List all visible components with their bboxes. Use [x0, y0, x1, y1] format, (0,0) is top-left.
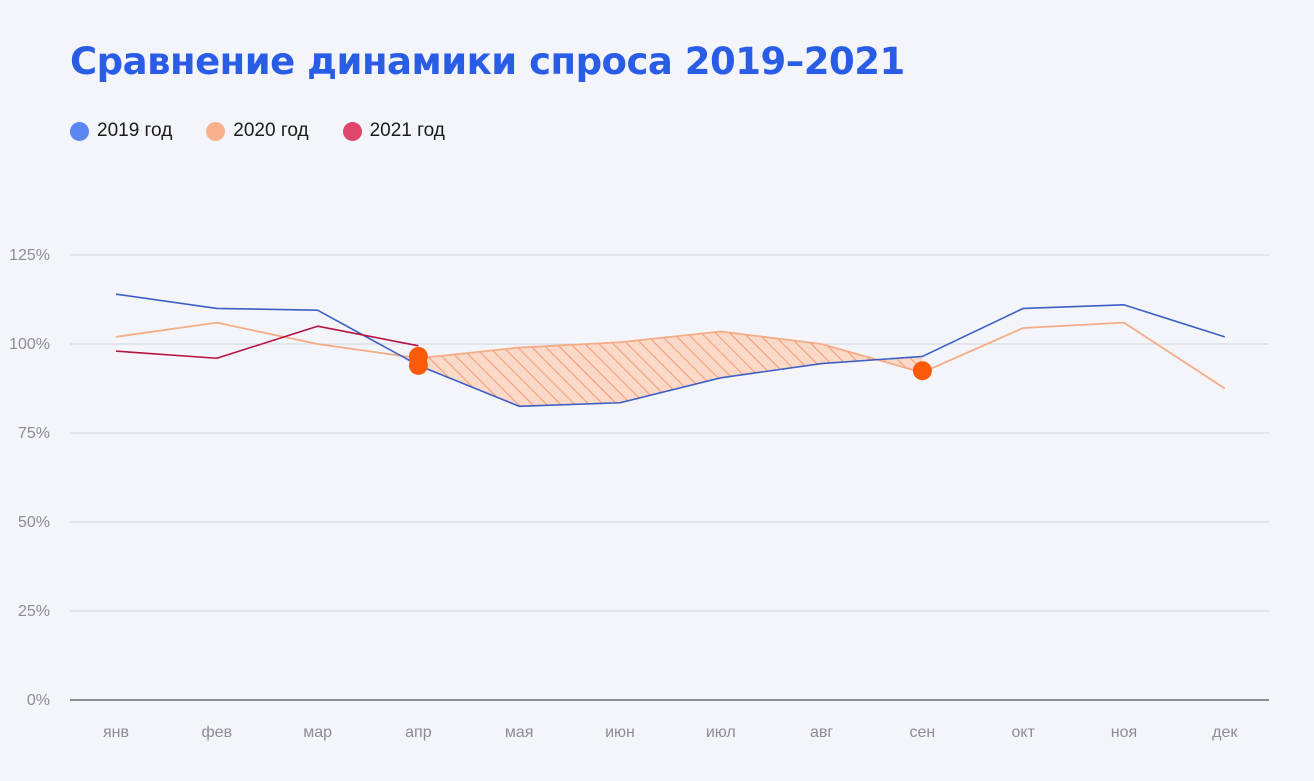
- legend-dot-2020: [206, 121, 226, 141]
- highlight-marker: [408, 355, 428, 375]
- shaded-gap-area: [418, 331, 923, 407]
- y-tick-label: 25%: [18, 603, 50, 620]
- y-tick-label: 75%: [18, 425, 50, 442]
- legend-dot-2019: [70, 121, 89, 141]
- series-line-2019-год: [115, 293, 1226, 408]
- x-tick-label: янв: [103, 724, 129, 741]
- series-line-2020-год: [115, 321, 1226, 390]
- legend-label-2020: 2020 год: [233, 120, 309, 141]
- legend-item-2021: 2021 год: [342, 120, 445, 142]
- legend-item-2020: 2020 год: [206, 120, 309, 142]
- x-tick-label: мая: [505, 724, 534, 741]
- x-tick-label: июл: [706, 724, 736, 741]
- legend-dot-2021: [342, 121, 362, 141]
- series-line-2021-год: [115, 325, 419, 360]
- chart-legend: 2019 год 2020 год 2021 год: [70, 120, 445, 142]
- x-tick-label: авг: [810, 724, 833, 741]
- y-tick-label: 50%: [18, 514, 50, 531]
- legend-label-2019: 2019 год: [97, 120, 173, 141]
- chart-title: Сравнение динамики спроса 2019–2021: [70, 40, 905, 83]
- x-tick-label: дек: [1212, 724, 1238, 741]
- legend-label-2021: 2021 год: [369, 120, 445, 141]
- highlight-marker: [912, 361, 932, 381]
- y-tick-label: 0%: [27, 692, 50, 709]
- legend-item-2019: 2019 год: [70, 120, 172, 142]
- x-tick-label: фев: [202, 724, 233, 741]
- x-tick-label: апр: [405, 724, 432, 741]
- x-tick-label: июн: [605, 724, 635, 741]
- x-tick-label: сен: [910, 724, 936, 741]
- x-tick-label: мар: [303, 724, 332, 741]
- x-tick-label: окт: [1011, 724, 1035, 741]
- y-tick-label: 125%: [9, 247, 50, 264]
- y-tick-label: 100%: [9, 336, 50, 353]
- x-tick-label: ноя: [1111, 724, 1137, 741]
